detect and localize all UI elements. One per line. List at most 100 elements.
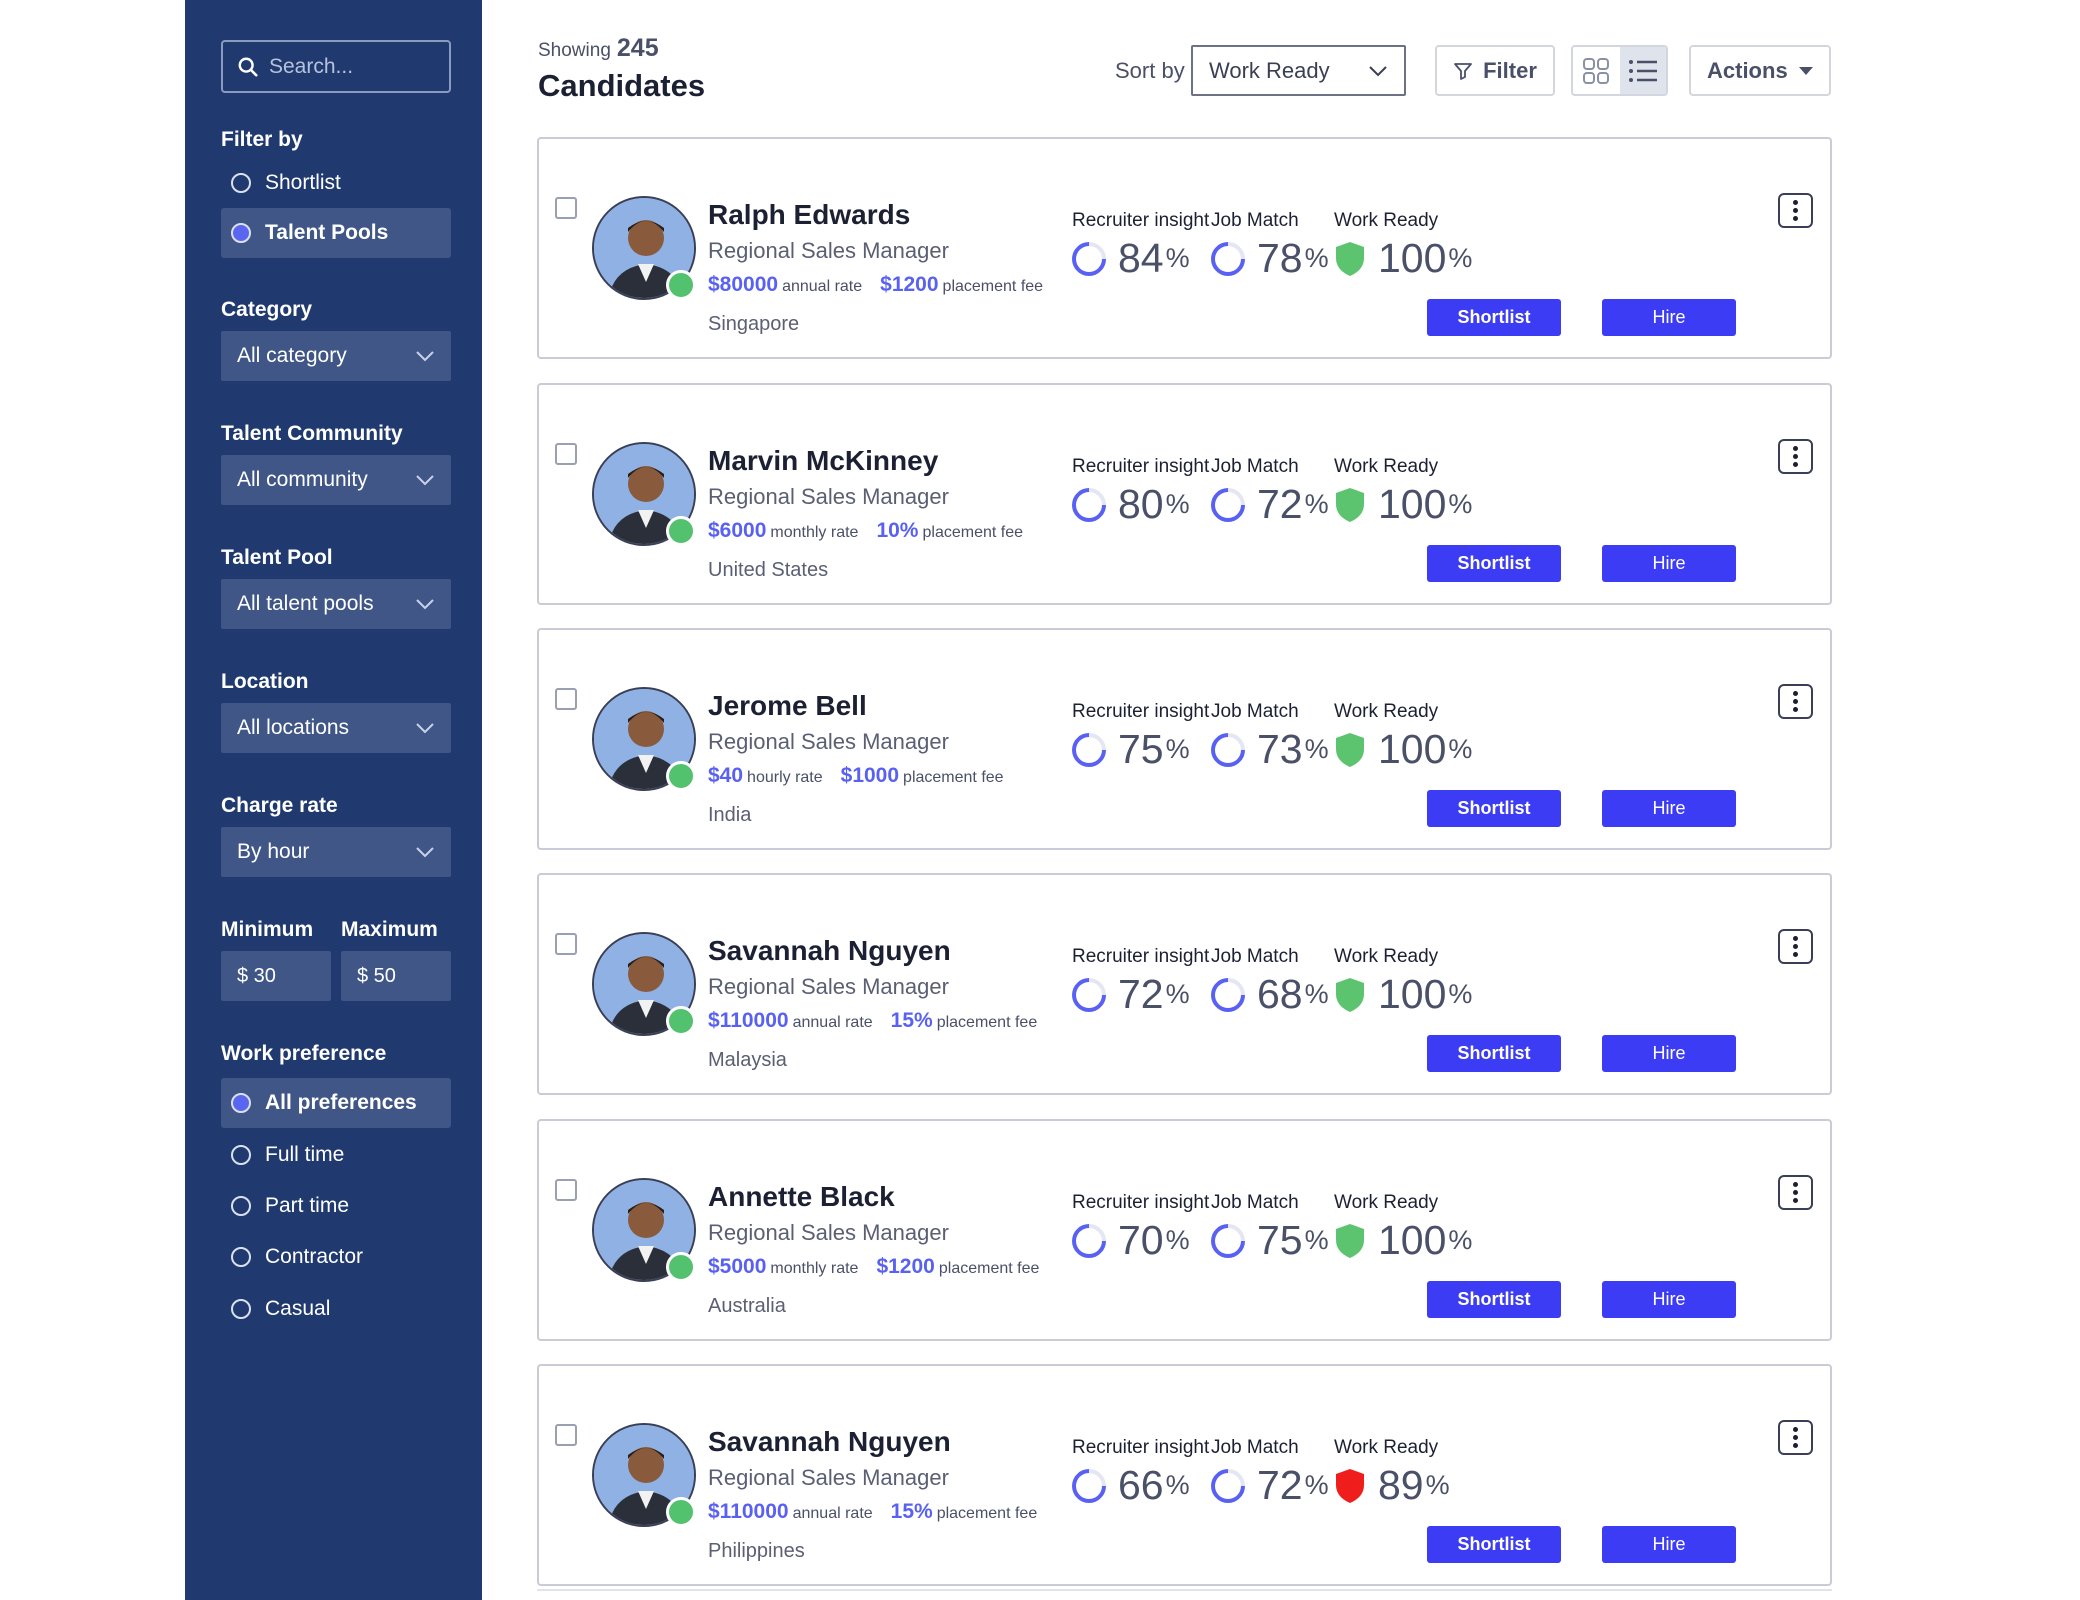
shortlist-button[interactable]: Shortlist — [1427, 1281, 1561, 1318]
online-status-indicator — [666, 1252, 696, 1282]
candidate-card[interactable]: Savannah Nguyen Regional Sales Manager $… — [537, 1364, 1832, 1586]
pref-option-all[interactable]: All preferences — [221, 1078, 451, 1128]
candidate-name[interactable]: Annette Black — [708, 1181, 895, 1212]
filter-option-talent-pools[interactable]: Talent Pools — [221, 208, 451, 258]
actions-dropdown[interactable]: Actions — [1689, 45, 1831, 96]
candidate-card[interactable]: Annette Black Regional Sales Manager $50… — [537, 1119, 1832, 1341]
showing-label: Showing — [538, 40, 611, 61]
grid-view-button[interactable] — [1573, 47, 1620, 94]
pref-option-casual[interactable]: Casual — [221, 1284, 451, 1334]
more-options-icon[interactable] — [1778, 684, 1813, 719]
online-status-indicator — [666, 270, 696, 300]
minimum-input[interactable]: $ 30 — [221, 951, 331, 1001]
person-icon — [594, 1180, 694, 1280]
pref-option-label: Contractor — [265, 1245, 364, 1268]
search-box[interactable] — [221, 40, 451, 93]
select-checkbox[interactable] — [555, 1424, 577, 1446]
more-options-icon[interactable] — [1778, 1175, 1813, 1210]
list-view-button[interactable] — [1619, 47, 1666, 94]
recruiter-insight-value: 70 — [1118, 1217, 1164, 1263]
charge-rate-select[interactable]: By hour — [221, 827, 451, 877]
maximum-input[interactable]: $ 50 — [341, 951, 451, 1001]
recruiter-insight-value: 75 — [1118, 726, 1164, 772]
candidate-location: Philippines — [708, 1540, 805, 1562]
select-checkbox[interactable] — [555, 933, 577, 955]
avatar — [592, 932, 696, 1036]
fee-value: 15% — [890, 1009, 933, 1032]
candidate-location: Malaysia — [708, 1049, 787, 1071]
more-options-icon[interactable] — [1778, 439, 1813, 474]
shortlist-button[interactable]: Shortlist — [1427, 1035, 1561, 1072]
select-checkbox[interactable] — [555, 688, 577, 710]
candidate-name[interactable]: Jerome Bell — [708, 690, 867, 721]
location-select[interactable]: All locations — [221, 703, 451, 753]
more-options-icon[interactable] — [1778, 929, 1813, 964]
job-match-value: 75 — [1257, 1217, 1303, 1263]
hire-button[interactable]: Hire — [1602, 1035, 1736, 1072]
candidate-card[interactable]: Ralph Edwards Regional Sales Manager $80… — [537, 137, 1832, 359]
work-ready-label: Work Ready — [1334, 701, 1439, 722]
recruiter-insight-metric: Recruiter insight 66% — [1064, 1437, 1209, 1510]
community-value: All community — [237, 468, 368, 491]
fee-unit: placement fee — [903, 769, 1004, 786]
percent-sign: % — [1165, 489, 1190, 519]
chevron-down-icon — [416, 723, 434, 734]
location-value: All locations — [237, 716, 350, 739]
filter-button[interactable]: Filter — [1435, 45, 1555, 96]
filter-by-label: Filter by — [221, 128, 303, 151]
filter-option-shortlist[interactable]: Shortlist — [221, 158, 451, 208]
percent-sign: % — [1165, 734, 1190, 764]
candidate-name[interactable]: Savannah Nguyen — [708, 1426, 951, 1457]
radio-icon — [231, 1196, 251, 1216]
hire-button[interactable]: Hire — [1602, 299, 1736, 336]
more-options-icon[interactable] — [1778, 193, 1813, 228]
work-ready-metric: Work Ready 100% — [1334, 946, 1472, 1015]
progress-ring-icon — [1064, 1216, 1114, 1265]
pref-option-part-time[interactable]: Part time — [221, 1181, 451, 1231]
job-match-metric: Job Match 75% — [1203, 1192, 1329, 1265]
hire-button[interactable]: Hire — [1602, 1281, 1736, 1318]
candidate-card[interactable]: Marvin McKinney Regional Sales Manager $… — [537, 383, 1832, 605]
candidate-name[interactable]: Marvin McKinney — [708, 445, 939, 476]
talent-pool-select[interactable]: All talent pools — [221, 579, 451, 629]
more-options-icon[interactable] — [1778, 1420, 1813, 1455]
charge-rate-value: By hour — [237, 840, 310, 863]
category-value: All category — [237, 344, 347, 367]
shortlist-button[interactable]: Shortlist — [1427, 299, 1561, 336]
chevron-down-icon — [416, 599, 434, 610]
shortlist-button[interactable]: Shortlist — [1427, 790, 1561, 827]
pref-option-label: Full time — [265, 1143, 345, 1166]
candidate-card[interactable]: Savannah Nguyen Regional Sales Manager $… — [537, 873, 1832, 1095]
pref-option-contractor[interactable]: Contractor — [221, 1232, 451, 1282]
filter-icon — [1454, 62, 1472, 80]
select-checkbox[interactable] — [555, 443, 577, 465]
hire-button[interactable]: Hire — [1602, 1526, 1736, 1563]
radio-selected-icon — [231, 223, 251, 243]
candidate-name[interactable]: Ralph Edwards — [708, 199, 911, 230]
location-label: Location — [221, 670, 309, 693]
search-input[interactable] — [269, 54, 449, 79]
shortlist-button[interactable]: Shortlist — [1427, 1526, 1561, 1563]
job-match-value: 78 — [1257, 235, 1303, 281]
job-match-metric: Job Match 68% — [1203, 946, 1329, 1019]
community-select[interactable]: All community — [221, 455, 451, 505]
shield-icon — [1336, 241, 1364, 276]
candidate-name[interactable]: Savannah Nguyen — [708, 935, 951, 966]
job-match-value: 68 — [1257, 971, 1303, 1017]
sort-select[interactable]: Work Ready — [1191, 45, 1406, 96]
shortlist-button[interactable]: Shortlist — [1427, 545, 1561, 582]
fee-unit: placement fee — [922, 524, 1023, 541]
select-checkbox[interactable] — [555, 197, 577, 219]
filter-label: Filter — [1483, 57, 1537, 83]
person-icon — [594, 689, 694, 789]
hire-button[interactable]: Hire — [1602, 545, 1736, 582]
talent-pool-label: Talent Pool — [221, 546, 333, 569]
candidate-card[interactable]: Jerome Bell Regional Sales Manager $40 ho… — [537, 628, 1832, 850]
hire-button[interactable]: Hire — [1602, 790, 1736, 827]
pref-option-full-time[interactable]: Full time — [221, 1130, 451, 1180]
candidate-role: Regional Sales Manager — [708, 974, 949, 999]
fee-value: $1200 — [880, 273, 939, 296]
select-checkbox[interactable] — [555, 1179, 577, 1201]
fee-unit: placement fee — [936, 1014, 1038, 1031]
category-select[interactable]: All category — [221, 331, 451, 381]
